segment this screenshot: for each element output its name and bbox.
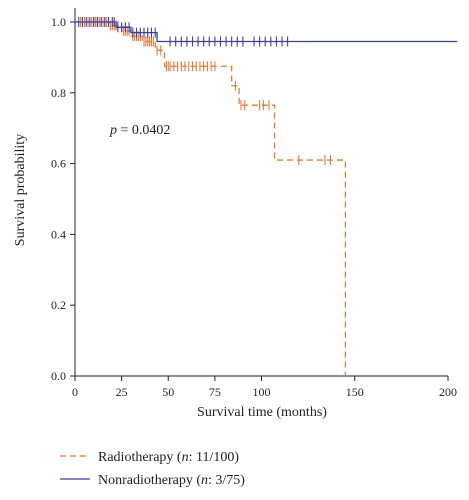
series-radiotherapy xyxy=(75,17,347,376)
x-axis-label: Survival time (months) xyxy=(197,405,327,420)
x-tick-label: 100 xyxy=(253,385,271,399)
survival-curves xyxy=(75,17,458,376)
y-axis-label: Survival probability xyxy=(13,134,28,246)
y-tick-label: 0.0 xyxy=(51,369,66,383)
y-tick-label: 1.0 xyxy=(51,15,66,29)
legend-item-radiotherapy: Radiotherapy (n: 11/100) xyxy=(60,450,239,465)
y-tick-label: 0.2 xyxy=(51,298,66,312)
x-tick-label: 75 xyxy=(209,385,221,399)
x-tick-label: 150 xyxy=(346,385,364,399)
y-ticks: 0.0 0.2 0.4 0.6 0.8 1.0 xyxy=(51,15,75,383)
p-symbol: p xyxy=(109,123,117,138)
y-tick-label: 0.8 xyxy=(51,86,66,100)
legend-label-radiotherapy: Radiotherapy (n: 11/100) xyxy=(98,450,239,465)
p-value-annotation: p = 0.0402 xyxy=(109,123,170,138)
y-tick-label: 0.6 xyxy=(51,157,66,171)
curve-nonradiotherapy xyxy=(75,21,458,43)
x-tick-label: 0 xyxy=(72,385,78,399)
axes xyxy=(74,8,448,377)
legend-item-nonradiotherapy: Nonradiotherapy (n: 3/75) xyxy=(60,473,245,488)
legend: Radiotherapy (n: 11/100) Nonradiotherapy… xyxy=(60,450,245,488)
x-tick-label: 25 xyxy=(116,385,128,399)
legend-label-nonradiotherapy: Nonradiotherapy (n: 3/75) xyxy=(98,473,245,488)
p-value-text: = 0.0402 xyxy=(117,123,170,138)
y-tick-label: 0.4 xyxy=(51,227,66,241)
x-tick-label: 50 xyxy=(162,385,174,399)
series-nonradiotherapy xyxy=(75,17,458,47)
curve-radiotherapy xyxy=(75,21,347,376)
x-ticks: 0 25 50 75 100 150 200 xyxy=(72,376,457,399)
x-tick-label: 200 xyxy=(439,385,457,399)
